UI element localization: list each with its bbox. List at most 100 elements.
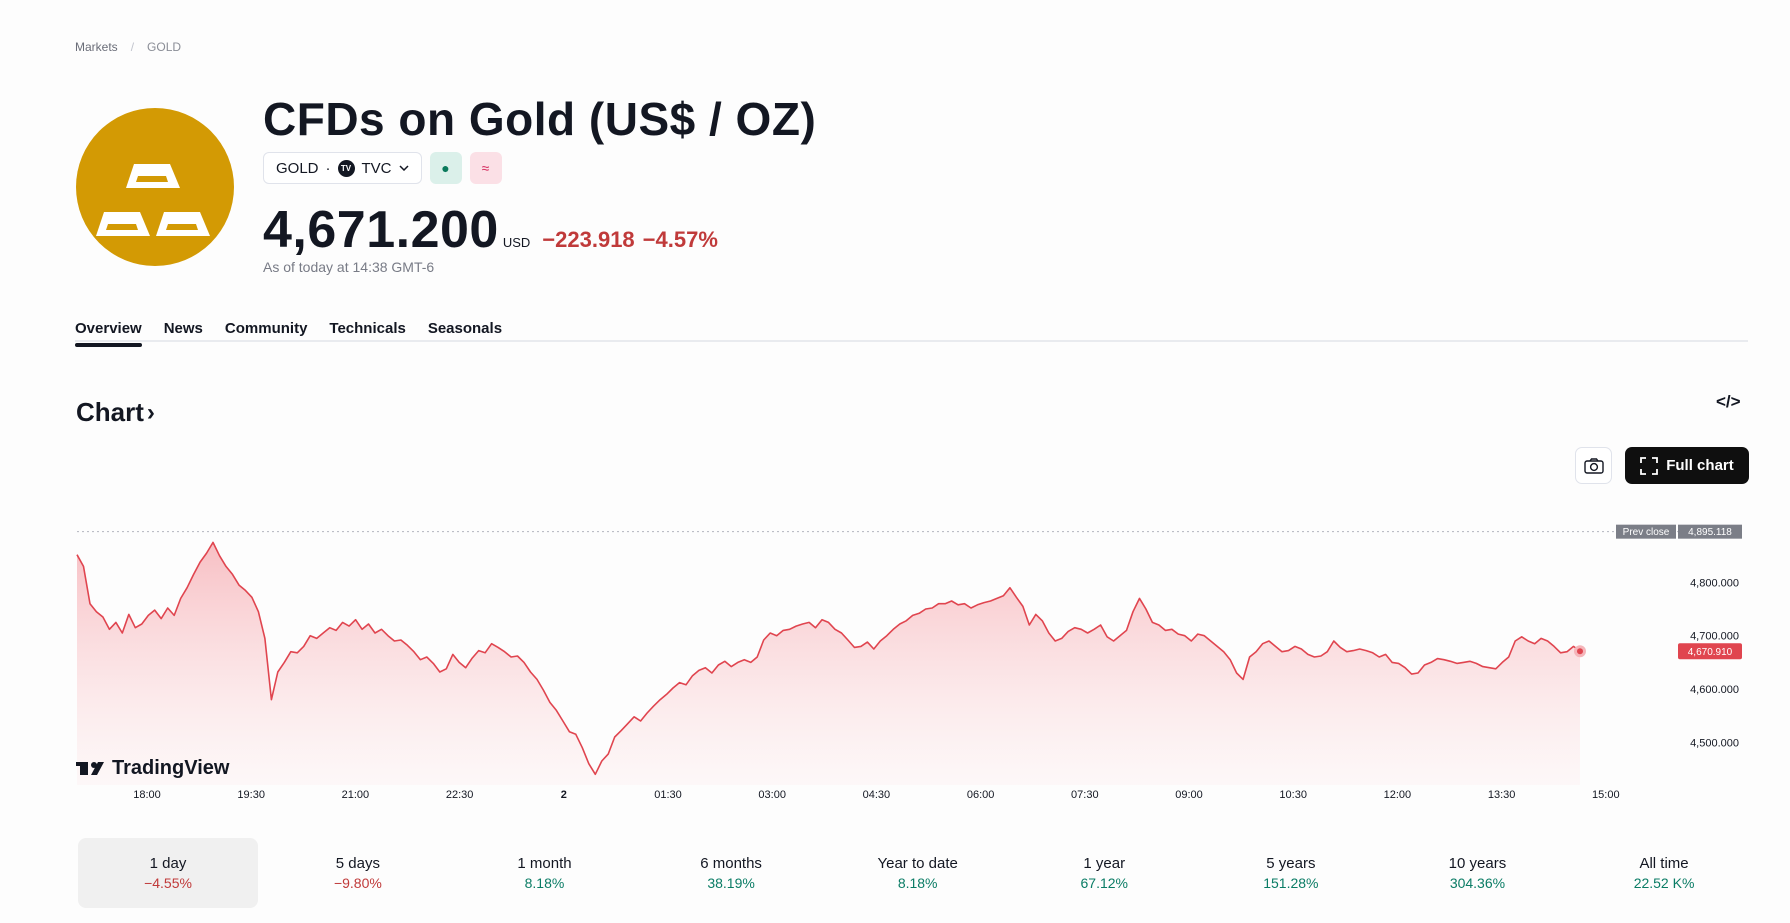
price-change: −223.918 bbox=[542, 227, 635, 252]
y-tick-label: 4,700.000 bbox=[1690, 631, 1739, 643]
fullscreen-icon bbox=[1640, 456, 1659, 475]
market-open-icon: ● bbox=[441, 160, 450, 176]
y-axis: 4,800.000 4,700.000 4,600.000 4,500.000 bbox=[1690, 577, 1739, 749]
x-tick-label: 13:30 bbox=[1488, 789, 1516, 801]
snapshot-button[interactable] bbox=[1575, 447, 1612, 484]
y-tick-label: 4,800.000 bbox=[1690, 577, 1739, 589]
period-label: Year to date bbox=[877, 855, 958, 872]
period-change: 67.12% bbox=[1080, 875, 1128, 891]
dot-separator: · bbox=[325, 159, 331, 177]
period-1-year[interactable]: 1 year 67.12% bbox=[1011, 838, 1198, 908]
instrument-meta: GOLD · TV TVC ● ≈ bbox=[263, 152, 502, 184]
y-tick-label: 4,500.000 bbox=[1690, 737, 1739, 749]
period-year-to-date[interactable]: Year to date 8.18% bbox=[824, 838, 1011, 908]
x-tick-label: 07:30 bbox=[1071, 789, 1099, 801]
period-change: 38.19% bbox=[707, 875, 755, 891]
exchange-logo-icon: TV bbox=[337, 159, 355, 177]
prev-close-label: Prev close bbox=[1623, 527, 1670, 538]
x-tick-label: 01:30 bbox=[654, 789, 682, 801]
gold-bars-icon bbox=[96, 164, 210, 236]
ticker-symbol: GOLD bbox=[276, 159, 319, 177]
tab-technicals[interactable]: Technicals bbox=[329, 320, 406, 337]
period-change: −9.80% bbox=[333, 875, 382, 891]
prev-close-value: 4,895.118 bbox=[1688, 527, 1732, 538]
instrument-title: CFDs on Gold (US$ / OZ) bbox=[263, 93, 817, 145]
period-5-days[interactable]: 5 days −9.80% bbox=[265, 838, 452, 908]
price-chart[interactable]: Prev close 4,895.118 4,800.0004,700.0004,… bbox=[0, 500, 1790, 815]
tab-overview[interactable]: Overview bbox=[75, 318, 142, 347]
chevron-right-icon: › bbox=[146, 398, 155, 426]
price-area bbox=[77, 542, 1580, 785]
x-tick-label: 12:00 bbox=[1384, 789, 1412, 801]
period-label: 5 years bbox=[1266, 855, 1316, 872]
x-tick-label: 19:30 bbox=[237, 789, 265, 801]
tradingview-watermark: TradingView bbox=[76, 757, 230, 779]
period-all-time[interactable]: All time 22.52 K% bbox=[1571, 838, 1758, 908]
exchange-name: TVC bbox=[361, 159, 392, 177]
period-label: 1 month bbox=[517, 855, 572, 872]
section-tabs: Overview News Community Technicals Seaso… bbox=[75, 318, 1748, 347]
price-line bbox=[76, 541, 1581, 776]
tab-seasonals[interactable]: Seasonals bbox=[427, 320, 503, 337]
period-1-month[interactable]: 1 month 8.18% bbox=[451, 838, 638, 908]
prev-close-marker: Prev close 4,895.118 bbox=[77, 524, 1742, 539]
x-tick-label: 2 bbox=[561, 789, 567, 801]
market-status-button[interactable]: ● bbox=[429, 152, 462, 184]
x-tick-label: 10:30 bbox=[1279, 789, 1307, 801]
embed-code-button[interactable]: </> bbox=[1716, 392, 1741, 411]
full-chart-label: Full chart bbox=[1666, 457, 1734, 474]
chart-heading-text: Chart bbox=[76, 397, 144, 427]
period-change: −4.55% bbox=[144, 875, 192, 891]
x-tick-label: 09:00 bbox=[1175, 789, 1203, 801]
price-series-line bbox=[76, 541, 1581, 776]
x-tick-label: 03:00 bbox=[758, 789, 786, 801]
period-change: 304.36% bbox=[1449, 875, 1506, 891]
last-price-value: 4,670.910 bbox=[1688, 647, 1733, 658]
period-1-day[interactable]: 1 day −4.55% bbox=[78, 838, 258, 908]
period-change: 151.28% bbox=[1263, 875, 1319, 891]
period-10-years[interactable]: 10 years 304.36% bbox=[1384, 838, 1571, 908]
period-6-months[interactable]: 6 months 38.19% bbox=[638, 838, 825, 908]
period-change: 22.52 K% bbox=[1633, 875, 1695, 891]
gold-bars-logo bbox=[76, 108, 234, 266]
tab-news[interactable]: News bbox=[163, 320, 203, 337]
price-change-percent: −4.57% bbox=[642, 227, 718, 252]
chart-heading-link[interactable]: Chart › bbox=[76, 397, 155, 428]
x-tick-label: 21:00 bbox=[342, 789, 370, 801]
period-5-years[interactable]: 5 years 151.28% bbox=[1198, 838, 1385, 908]
tradingview-logo-icon bbox=[76, 762, 104, 775]
last-price: 4,671.200 bbox=[263, 201, 499, 259]
performance-periods: 1 day −4.55% 5 days −9.80% 1 month 8.18%… bbox=[78, 838, 1758, 908]
last-price-tag bbox=[1678, 643, 1742, 660]
period-label: 1 year bbox=[1083, 855, 1126, 872]
full-chart-button[interactable]: Full chart bbox=[1625, 447, 1749, 484]
symbol-selector[interactable]: GOLD · TV TVC bbox=[263, 152, 422, 184]
quote-row: 4,671.200 USD −223.918 −4.57% bbox=[263, 200, 718, 260]
tab-community[interactable]: Community bbox=[224, 320, 308, 337]
prev-close-value-bg bbox=[1678, 524, 1742, 539]
period-change: 8.18% bbox=[897, 875, 938, 891]
breadcrumb-markets-link[interactable]: Markets bbox=[75, 40, 118, 54]
x-tick-label: 04:30 bbox=[863, 789, 891, 801]
camera-icon bbox=[1583, 457, 1604, 474]
prev-close-label-bg bbox=[1616, 524, 1676, 539]
y-tick-label: 4,600.000 bbox=[1690, 684, 1739, 696]
breadcrumb-separator: / bbox=[130, 40, 135, 54]
x-tick-label: 15:00 bbox=[1592, 789, 1620, 801]
chevron-down-icon bbox=[398, 165, 409, 171]
last-price-dot bbox=[1577, 648, 1583, 655]
last-price-marker: 4,670.910 bbox=[1574, 643, 1742, 660]
delayed-data-icon: ≈ bbox=[481, 160, 490, 176]
x-tick-label: 22:30 bbox=[446, 789, 474, 801]
x-axis: 18:00 19:30 21:00 22:30 2 01:30 03:00 04:30 06:0… bbox=[133, 789, 1619, 801]
period-label: All time bbox=[1639, 855, 1689, 872]
breadcrumb: Markets / GOLD bbox=[75, 40, 181, 54]
data-delay-button[interactable]: ≈ bbox=[469, 152, 502, 184]
period-change: 8.18% bbox=[524, 875, 565, 891]
period-label: 1 day bbox=[149, 855, 187, 872]
breadcrumb-current: GOLD bbox=[147, 40, 182, 54]
price-area-fill bbox=[77, 542, 1580, 785]
price-currency: USD bbox=[502, 235, 531, 250]
tradingview-wordmark: TradingView bbox=[112, 757, 230, 779]
period-label: 5 days bbox=[335, 855, 380, 872]
